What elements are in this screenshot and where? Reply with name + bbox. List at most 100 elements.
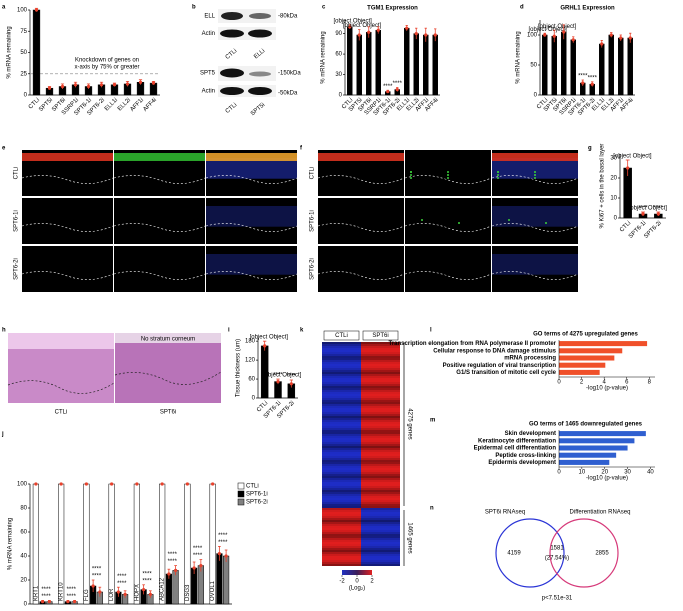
mean-dot: [424, 33, 428, 37]
panel-label: m: [430, 418, 435, 424]
significance: ****: [117, 574, 127, 580]
heatmap-row: [361, 408, 400, 410]
significance: ****: [383, 84, 393, 90]
heatmap-row: [361, 452, 400, 454]
heatmap-row: [361, 520, 400, 522]
mean-dot: [142, 588, 146, 592]
significance: ****: [273, 373, 283, 379]
x-axis-label: -log10 (p-value): [586, 386, 628, 392]
heatmap-row: [361, 392, 400, 394]
heatmap-row: [322, 452, 361, 454]
mean-dot: [263, 344, 267, 348]
chart-title: GO terms of 1465 downregulated genes: [529, 422, 643, 428]
mean-dot: [160, 482, 164, 486]
reference-label: Knockdown of genes on: [75, 57, 139, 63]
heatmap-row: [322, 394, 361, 396]
heatmap-row: [322, 376, 361, 378]
heatmap-row: [322, 492, 361, 494]
significance: ****: [588, 75, 598, 81]
mean-dot: [47, 600, 51, 604]
heatmap-row: [322, 474, 361, 476]
colorbar-tick-label: -2: [339, 579, 345, 585]
y-axis-label: % mRNA remaining: [8, 518, 14, 570]
significance: ****: [654, 206, 664, 212]
micrograph: [492, 246, 578, 292]
bar: [32, 9, 41, 96]
y-tick-label: 0: [252, 396, 256, 402]
lane-label: CTLi: [225, 102, 239, 115]
heatmap-row: [361, 500, 400, 502]
heatmap-row: [361, 466, 400, 468]
heatmap-row: [361, 438, 400, 440]
heatmap-row: [322, 392, 361, 394]
micrograph: [405, 246, 491, 292]
blot-marker: -80kDa: [278, 14, 298, 20]
heatmap-row: [322, 470, 361, 472]
blot-band: [248, 29, 272, 38]
basal-line: [205, 223, 298, 232]
heatmap-row: [361, 426, 400, 428]
mean-dot: [167, 572, 171, 576]
y-axis-label: % mRNA remaining: [516, 31, 522, 83]
y-tick-label: 0: [614, 216, 618, 222]
heatmap-row: [322, 444, 361, 446]
mean-dot: [91, 584, 95, 588]
heatmap-row: [361, 446, 400, 448]
micrograph: [492, 198, 578, 244]
heatmap-row: [322, 488, 361, 490]
heatmap-row: [361, 434, 400, 436]
x-tick-label: ABCA12: [160, 577, 166, 601]
ki67-dot: [447, 177, 449, 179]
histology: [7, 333, 222, 403]
heatmap-row: [361, 470, 400, 472]
lane-label: ELLi: [253, 48, 266, 60]
heatmap-row: [322, 450, 361, 452]
y-axis-label: % mRNA remaining: [7, 26, 13, 78]
y-tick-label: Transcription elongation from RNA polyme…: [389, 341, 557, 347]
channel-label: Ki67: [407, 238, 420, 244]
heatmap-row: [322, 524, 361, 526]
venn-set-label: Differentiation RNAseq: [570, 510, 631, 516]
significance: ****: [218, 533, 228, 539]
heatmap-row: [361, 454, 400, 456]
mean-dot: [47, 86, 52, 90]
bar: [551, 35, 557, 96]
y-tick-label: 60: [248, 377, 255, 383]
heatmap-row: [361, 546, 400, 548]
bar: [559, 452, 617, 458]
channel-label: LOR: [116, 238, 129, 244]
heatmap-row: [322, 496, 361, 498]
venn-count: 1581: [550, 546, 564, 552]
heatmap-row: [361, 524, 400, 526]
mean-dot: [276, 379, 280, 384]
ki67-dot: [447, 171, 449, 173]
x-tick-label: 20: [601, 470, 608, 476]
venn-set-a: [495, 518, 565, 588]
heatmap-row: [322, 348, 361, 350]
chart-title: TGM1 Expression: [367, 6, 418, 12]
mean-dot: [600, 42, 604, 46]
y-tick-label: Positive regulation of viral transcripti…: [443, 363, 557, 369]
heatmap-row: [322, 556, 361, 558]
heatmap-row: [361, 560, 400, 562]
heatmap-row: [361, 506, 400, 508]
bar: [366, 32, 372, 96]
row-label: CTLi: [14, 167, 20, 180]
bar: [83, 483, 90, 605]
mean-dot: [138, 80, 143, 84]
heatmap-row: [361, 484, 400, 486]
heatmap-row: [322, 512, 361, 514]
bar: [559, 348, 623, 354]
y-axis-label: % Ki67 + cells in the basal layer: [600, 144, 606, 229]
y-axis-label: Tissue thickness (um): [236, 339, 242, 397]
heatmap-row: [322, 362, 361, 364]
micrograph: [318, 246, 404, 292]
heatmap-row: [322, 508, 361, 510]
chart-title: GRHL1 Expression: [560, 6, 615, 12]
x-tick-label: OVOL1: [210, 580, 216, 601]
heatmap-row: [322, 526, 361, 528]
heatmap-row: [322, 486, 361, 488]
heatmap-row: [361, 478, 400, 480]
y-axis-label: % mRNA remaining: [321, 31, 327, 83]
mean-dot: [112, 83, 117, 87]
